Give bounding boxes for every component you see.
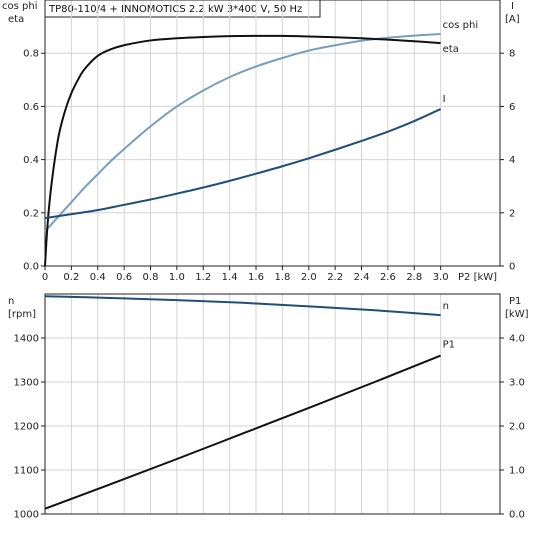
top-left-axis-label-1: cos phi	[2, 1, 37, 12]
x-tick-label: 2.2	[327, 272, 343, 283]
right-y-tick-label: 3.0	[509, 378, 525, 389]
series-label-p1: P1	[443, 340, 455, 351]
series-label-i: I	[443, 94, 446, 105]
left-y-tick-label: 1200	[14, 422, 39, 433]
left-y-tick-label: 0.8	[23, 49, 39, 60]
top-plot-frame	[44, 0, 501, 267]
x-tick-label: 0.6	[116, 272, 132, 283]
top-grid	[45, 0, 500, 266]
bottom-plot-frame	[44, 293, 501, 515]
top-right-y-ticks: 0 2 4 6 8	[500, 49, 515, 273]
top-x-axis-label: P2 [kW]	[458, 272, 497, 283]
series-label-cos-phi: cos phi	[443, 20, 478, 31]
bottom-series-labels: n P1	[443, 301, 455, 350]
x-tick-label: 0	[42, 272, 48, 283]
series-line-n	[44, 295, 441, 317]
x-tick-label: 0.8	[143, 272, 159, 283]
left-y-tick-label: 0.0	[23, 262, 39, 273]
right-y-tick-label: 8	[509, 49, 515, 60]
top-left-y-ticks: 0.0 0.2 0.4 0.6 0.8	[23, 49, 45, 273]
series-label-eta: eta	[443, 44, 459, 55]
x-tick-label: 2.4	[354, 272, 370, 283]
right-y-tick-label: 2	[509, 208, 515, 219]
bottom-panel-speed-power: 1000 1100 1200 1300 1400 0.0 1.0 2.0 3.0 4.0 n P1…	[8, 293, 529, 521]
top-series-labels: cos phi eta I	[443, 20, 478, 105]
bottom-left-axis-label-1: n	[8, 296, 14, 307]
x-tick-label: 2.8	[406, 272, 422, 283]
top-right-axis-label-1: I	[511, 1, 514, 12]
left-y-tick-label: 1300	[14, 378, 39, 389]
series-line-cos-phi	[44, 33, 441, 233]
left-y-tick-label: 1400	[14, 334, 39, 345]
bottom-right-axis-label-2: [kW]	[505, 309, 529, 320]
top-panel-efficiency-current: 0 0.2 0.4 0.6 0.8 1.0 1.2 1.4 1.6 1.8 2.0 2.2 2.4 2.6…	[2, 0, 520, 283]
left-y-tick-label: 0.2	[23, 208, 39, 219]
bottom-left-axis-label-2: [rpm]	[8, 309, 36, 320]
chart-title-box: TP80-110/4 + INNOMOTICS 2.2 kW 3*400 V, …	[44, 0, 321, 18]
bottom-series	[44, 295, 442, 510]
left-y-tick-label: 0.4	[23, 155, 39, 166]
x-tick-label: 0.2	[63, 272, 79, 283]
series-line-i	[44, 108, 442, 220]
bottom-right-y-ticks: 0.0 1.0 2.0 3.0 4.0	[500, 334, 525, 521]
right-y-tick-label: 4	[509, 155, 515, 166]
x-tick-label: 1.4	[222, 272, 238, 283]
bottom-right-axis-label-1: P1	[509, 296, 521, 307]
series-line-p1	[44, 354, 442, 510]
x-tick-label: 1.2	[195, 272, 211, 283]
left-y-tick-label: 1100	[14, 466, 39, 477]
chart-title: TP80-110/4 + INNOMOTICS 2.2 kW 3*400 V, …	[48, 4, 302, 15]
top-right-axis-label-2: [A]	[505, 14, 520, 25]
left-y-tick-label: 0.6	[23, 102, 39, 113]
top-left-axis-label-2: eta	[8, 14, 24, 25]
x-tick-label: 0.4	[90, 272, 106, 283]
top-x-ticks: 0 0.2 0.4 0.6 0.8 1.0 1.2 1.4 1.6 1.8 2.0 2.2 2.4 2.6…	[42, 266, 449, 283]
right-y-tick-label: 4.0	[509, 334, 525, 345]
x-tick-label: 1.8	[274, 272, 290, 283]
bottom-grid	[45, 294, 500, 514]
right-y-tick-label: 6	[509, 102, 515, 113]
right-y-tick-label: 2.0	[509, 422, 525, 433]
right-y-tick-label: 1.0	[509, 466, 525, 477]
left-y-tick-label: 1000	[14, 510, 39, 521]
right-y-tick-label: 0	[509, 262, 515, 273]
series-label-n: n	[443, 301, 449, 312]
x-tick-label: 1.0	[169, 272, 185, 283]
right-y-tick-label: 0.0	[509, 510, 525, 521]
x-tick-label: 2.0	[301, 272, 317, 283]
bottom-left-y-ticks: 1000 1100 1200 1300 1400	[14, 334, 45, 521]
series-line-eta	[44, 34, 441, 267]
top-series	[44, 33, 442, 267]
x-tick-label: 2.6	[380, 272, 396, 283]
x-tick-label: 1.6	[248, 272, 264, 283]
x-tick-label: 3.0	[433, 272, 449, 283]
